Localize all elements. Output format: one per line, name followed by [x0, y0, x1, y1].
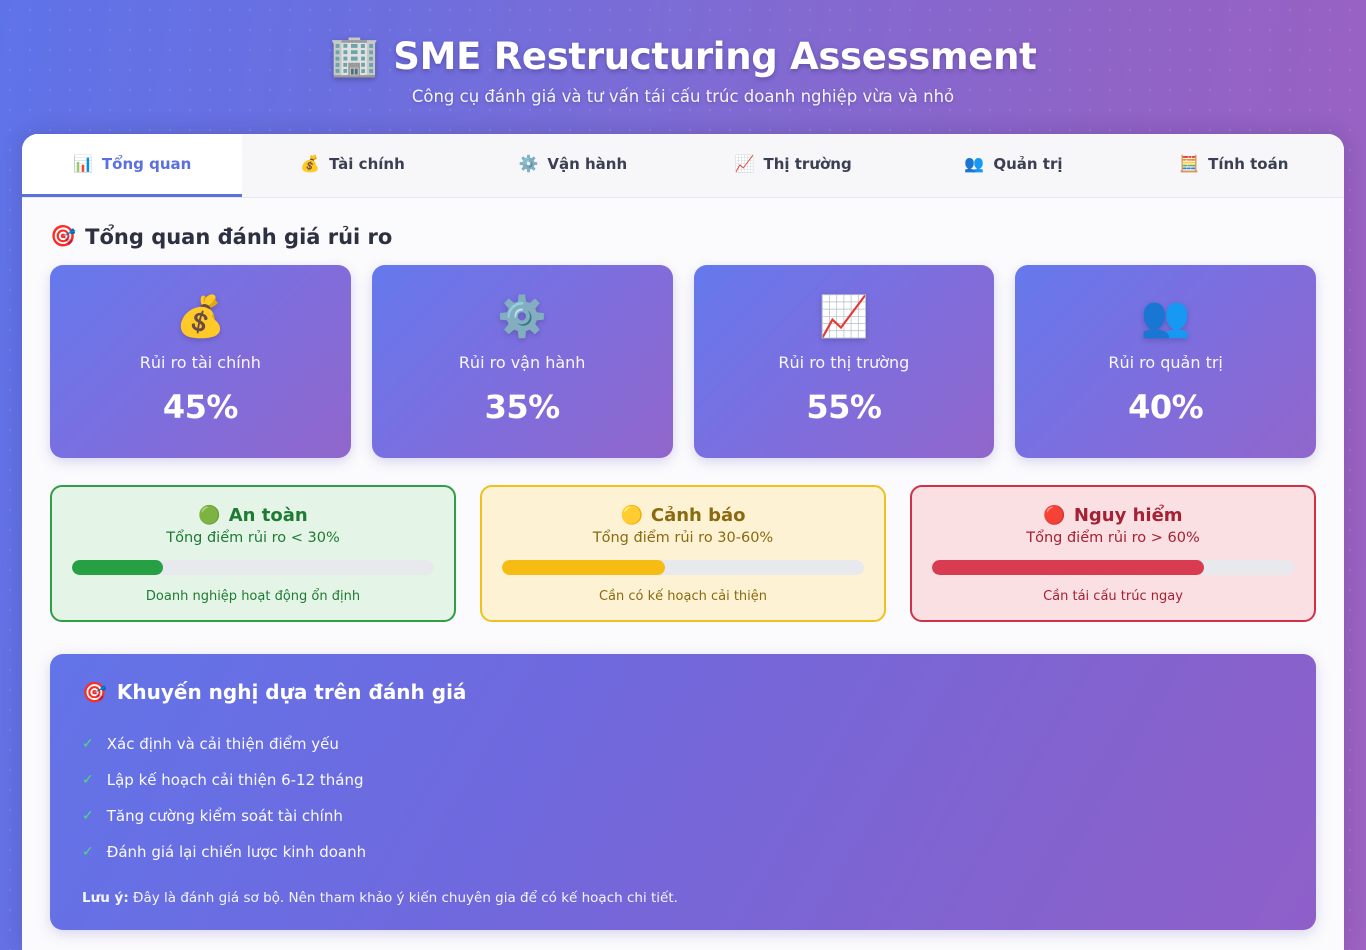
tab-thi-truong[interactable]: 📈 Thị trường	[683, 134, 903, 197]
status-note: Cần có kế hoạch cải thiện	[598, 589, 768, 604]
tab-tinh-toan[interactable]: 🧮 Tính toán	[1124, 134, 1344, 197]
status-progress-fill	[72, 560, 163, 575]
status-note: Cần tái cấu trúc ngay	[1043, 589, 1183, 604]
tab-label: Vận hành	[547, 155, 628, 173]
tab-label: Tính toán	[1208, 155, 1289, 173]
risk-card-market[interactable]: 📈 Rủi ro thị trường 55%	[693, 265, 995, 458]
chart-increasing-icon: 📈	[818, 294, 869, 340]
people-icon: 👥	[964, 154, 985, 173]
status-subtitle: Tổng điểm rủi ro 30-60%	[592, 530, 774, 546]
yellow-circle-icon: 🟡	[620, 505, 643, 526]
recommendations-card: 🎯 Khuyến nghị dựa trên đánh giá ✓ Xác đị…	[50, 654, 1316, 930]
target-icon: 🎯	[82, 680, 107, 704]
list-item-label: Xác định và cải thiện điểm yếu	[106, 735, 339, 753]
recommendations-note: Lưu ý: Đây là đánh giá sơ bộ. Nên tham k…	[82, 890, 1284, 906]
risk-card-label: Rủi ro vận hành	[458, 353, 586, 372]
status-label: Nguy hiểm	[1073, 505, 1183, 526]
section-heading-label: Tổng quan đánh giá rủi ro	[85, 224, 393, 249]
tab-label: Tài chính	[329, 155, 405, 173]
tab-panel-tong-quan: 🎯 Tổng quan đánh giá rủi ro 💰 Rủi ro tài…	[22, 198, 1344, 930]
risk-card-governance[interactable]: 👥 Rủi ro quản trị 40%	[1015, 265, 1316, 458]
gear-icon: ⚙️	[497, 294, 548, 340]
risk-card-label: Rủi ro tài chính	[139, 353, 261, 372]
check-icon: ✓	[82, 808, 94, 824]
tab-tai-chinh[interactable]: 💰 Tài chính	[242, 134, 462, 197]
risk-card-value: 45%	[162, 388, 239, 426]
status-card-grid: 🟢 An toàn Tổng điểm rủi ro < 30% Doanh n…	[50, 485, 1316, 622]
money-bag-icon: 💰	[175, 294, 226, 340]
page-subtitle: Công cụ đánh giá và tư vấn tái cấu trúc …	[411, 86, 955, 106]
status-progress-track	[932, 560, 1294, 575]
list-item-label: Đánh giá lại chiến lược kinh doanh	[106, 843, 367, 861]
note-text: Đây là đánh giá sơ bộ. Nên tham khảo ý k…	[128, 890, 678, 906]
risk-card-financial[interactable]: 💰 Rủi ro tài chính 45%	[50, 265, 351, 458]
tab-label: Tổng quan	[101, 155, 192, 173]
status-card-warning[interactable]: 🟡 Cảnh báo Tổng điểm rủi ro 30-60% Cần c…	[480, 485, 886, 622]
target-icon: 🎯	[50, 224, 77, 248]
green-circle-icon: 🟢	[198, 505, 221, 526]
risk-card-operational[interactable]: ⚙️ Rủi ro vận hành 35%	[371, 265, 673, 458]
risk-card-label: Rủi ro quản trị	[1108, 353, 1223, 372]
status-progress-fill	[932, 560, 1204, 575]
tab-label: Thị trường	[763, 155, 852, 173]
list-item-label: Lập kế hoạch cải thiện 6-12 tháng	[106, 771, 364, 789]
status-progress-track	[502, 560, 864, 575]
status-title: 🟡 Cảnh báo	[502, 505, 864, 526]
risk-card-value: 55%	[806, 388, 882, 426]
list-item-label: Tăng cường kiểm soát tài chính	[106, 807, 343, 825]
page-title: SME Restructuring Assessment	[393, 34, 1037, 78]
recommendations-title: 🎯 Khuyến nghị dựa trên đánh giá	[82, 680, 1284, 704]
people-icon: 👥	[1140, 294, 1191, 340]
status-note: Doanh nghiệp hoạt động ổn định	[145, 589, 361, 604]
abacus-icon: 🧮	[1179, 154, 1200, 173]
recommendations-title-label: Khuyến nghị dựa trên đánh giá	[116, 680, 467, 704]
title-row: 🏢 SME Restructuring Assessment	[329, 35, 1036, 78]
tab-tong-quan[interactable]: 📊 Tổng quan	[22, 134, 243, 197]
risk-card-label: Rủi ro thị trường	[778, 353, 910, 372]
tab-label: Quản trị	[993, 155, 1063, 173]
status-label: An toàn	[228, 505, 308, 526]
section-heading-risk-overview: 🎯 Tổng quan đánh giá rủi ro	[50, 224, 1316, 249]
status-card-safe[interactable]: 🟢 An toàn Tổng điểm rủi ro < 30% Doanh n…	[50, 485, 456, 622]
note-label: Lưu ý:	[82, 890, 129, 906]
red-circle-icon: 🔴	[1043, 505, 1066, 526]
bar-chart-icon: 📊	[73, 154, 93, 173]
money-bag-icon: 💰	[300, 154, 321, 173]
gear-icon: ⚙️	[518, 154, 539, 173]
risk-card-value: 40%	[1128, 388, 1204, 426]
status-title: 🔴 Nguy hiểm	[932, 505, 1294, 526]
tab-bar: 📊 Tổng quan 💰 Tài chính ⚙️ Vận hành 📈 Th…	[22, 134, 1344, 198]
status-subtitle: Tổng điểm rủi ro > 60%	[1026, 530, 1200, 546]
risk-card-grid: 💰 Rủi ro tài chính 45% ⚙️ Rủi ro vận hàn…	[50, 265, 1316, 458]
list-item: ✓ Đánh giá lại chiến lược kinh doanh	[82, 834, 1284, 870]
tab-quan-tri[interactable]: 👥 Quản trị	[903, 134, 1123, 197]
status-progress-fill	[502, 560, 665, 575]
office-building-icon: 🏢	[329, 33, 380, 79]
tab-van-hanh[interactable]: ⚙️ Vận hành	[463, 134, 683, 197]
app-shell: 📊 Tổng quan 💰 Tài chính ⚙️ Vận hành 📈 Th…	[22, 134, 1344, 950]
status-subtitle: Tổng điểm rủi ro < 30%	[166, 530, 340, 546]
status-title: 🟢 An toàn	[72, 505, 434, 526]
status-progress-track	[72, 560, 434, 575]
status-card-danger[interactable]: 🔴 Nguy hiểm Tổng điểm rủi ro > 60% Cần t…	[910, 485, 1316, 622]
list-item: ✓ Tăng cường kiểm soát tài chính	[82, 798, 1284, 834]
check-icon: ✓	[82, 772, 94, 788]
check-icon: ✓	[82, 736, 94, 752]
status-label: Cảnh báo	[650, 505, 746, 526]
list-item: ✓ Lập kế hoạch cải thiện 6-12 tháng	[82, 762, 1284, 798]
list-item: ✓ Xác định và cải thiện điểm yếu	[82, 726, 1284, 762]
check-icon: ✓	[82, 844, 94, 860]
chart-increasing-icon: 📈	[734, 154, 755, 173]
page-header: 🏢 SME Restructuring Assessment Công cụ đ…	[0, 0, 1366, 134]
risk-card-value: 35%	[484, 388, 561, 426]
recommendations-list: ✓ Xác định và cải thiện điểm yếu ✓ Lập k…	[82, 726, 1284, 870]
